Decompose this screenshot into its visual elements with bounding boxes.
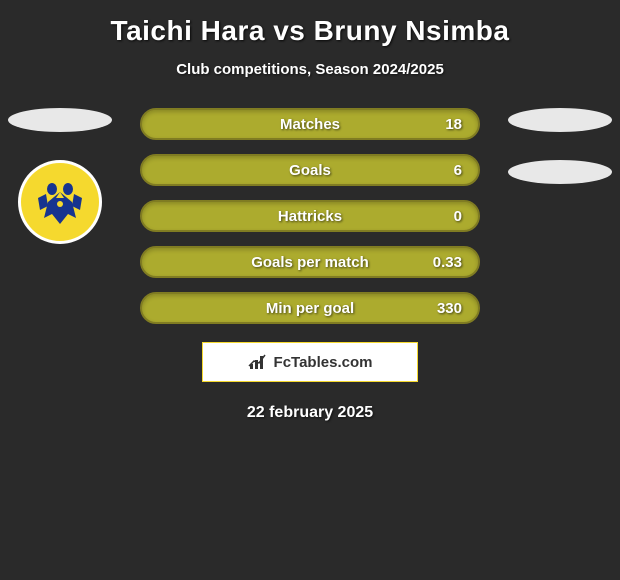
stat-value: 330 <box>437 300 462 317</box>
subtitle: Club competitions, Season 2024/2025 <box>0 61 620 78</box>
stat-label: Hattricks <box>278 208 342 225</box>
date-label: 22 february 2025 <box>0 404 620 422</box>
club-badge-left <box>18 160 102 244</box>
stat-row-goals-per-match: Goals per match 0.33 <box>140 246 480 278</box>
stat-value: 0.33 <box>433 254 462 271</box>
stat-value: 18 <box>445 116 462 133</box>
comparison-card: Taichi Hara vs Bruny Nsimba Club competi… <box>0 0 620 432</box>
stat-value: 6 <box>454 162 462 179</box>
stat-row-matches: Matches 18 <box>140 108 480 140</box>
chart-icon <box>248 354 268 370</box>
stat-row-min-per-goal: Min per goal 330 <box>140 292 480 324</box>
player-right-column <box>500 108 620 212</box>
stat-label: Goals <box>289 162 331 179</box>
player-left-ellipse <box>8 108 112 132</box>
stat-value: 0 <box>454 208 462 225</box>
stat-label: Matches <box>280 116 340 133</box>
eagle-icon <box>30 172 90 232</box>
brand-attribution[interactable]: FcTables.com <box>202 342 418 382</box>
player-right-ellipse-2 <box>508 160 612 184</box>
stats-list: Matches 18 Goals 6 Hattricks 0 Goals per… <box>140 108 480 324</box>
stat-label: Goals per match <box>251 254 369 271</box>
stat-label: Min per goal <box>266 300 354 317</box>
player-left-column <box>0 108 120 244</box>
stat-row-hattricks: Hattricks 0 <box>140 200 480 232</box>
player-right-ellipse-1 <box>508 108 612 132</box>
stat-row-goals: Goals 6 <box>140 154 480 186</box>
content-area: Matches 18 Goals 6 Hattricks 0 Goals per… <box>0 108 620 422</box>
brand-label: FcTables.com <box>274 354 373 371</box>
page-title: Taichi Hara vs Bruny Nsimba <box>0 15 620 47</box>
